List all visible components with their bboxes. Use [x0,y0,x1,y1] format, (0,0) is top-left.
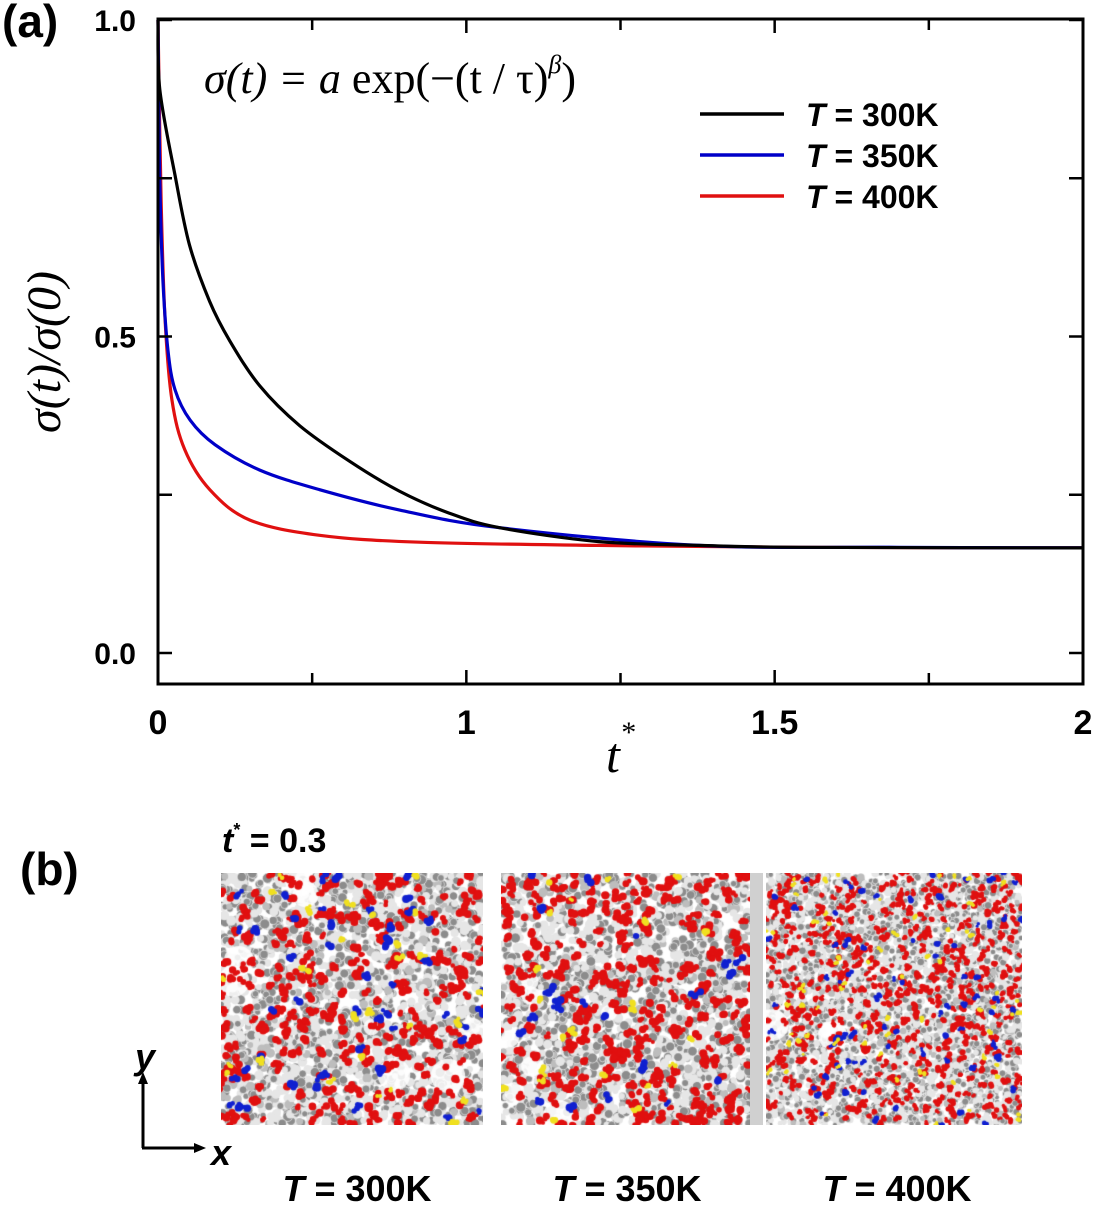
equation-close: ) [561,54,576,103]
snapshot-time-value: = 0.3 [240,822,327,860]
snapshot-time-label: t* = 0.3 [222,819,327,861]
snapshot-image [221,873,483,1125]
equation-annotation: σ(t) = a exp(−(t / τ)β) [204,50,576,103]
x-axis-label-var: t [606,727,621,783]
snapshot-time-var: t [222,822,234,860]
x-tick-label: 0 [149,704,168,742]
x-axis-label: t* [606,716,635,783]
caption-T: T [552,1168,575,1209]
snapshot-caption-400k: T = 400K [766,1168,1028,1210]
equation-beta: β [547,50,561,79]
xy-axes-icon [138,1072,206,1153]
equation-a: a [319,54,341,103]
x-axis-ticks: 0 1 1.5 2 [149,19,1093,742]
chart-panel-a: 0 1 1.5 2 0.00.51.0 σ(t) = a exp(−(t / τ)β)… [18,5,1093,783]
caption-T: T [822,1168,845,1209]
equation-exp: exp(−(t / τ) [341,54,548,103]
y-tick-label: 0.5 [94,322,136,355]
equation-lhs: σ(t) = [204,54,319,103]
y-axis-label: σ(t)/σ(0) [18,271,71,433]
y-arrowhead-icon [138,1072,148,1084]
snapshot-caption-300k: T = 300K [226,1168,488,1210]
legend-label: T = 350K [806,138,939,174]
series-layer [156,19,1084,550]
x-tick-label: 1.5 [751,704,798,742]
x-arrowhead-icon [194,1143,206,1153]
caption-T: T [282,1168,305,1209]
y-axis-ticks: 0.0 0.5 1.0 [94,5,1083,671]
caption-value: = 400K [844,1168,972,1209]
snapshot-caption-350k: T = 350K [496,1168,758,1210]
snapshot-400k [766,873,1022,1125]
y-tick-label: 1.0 [94,5,136,38]
x-axis-glyph-label: x [211,1132,232,1173]
legend-label: T = 300K [806,97,939,133]
snapshot-time-sup: * [233,819,241,840]
x-tick-label: 1 [457,704,476,742]
snapshot-image [766,873,1022,1125]
plot-frame [156,17,1085,686]
caption-value: = 300K [304,1168,432,1209]
snapshot-image [501,873,750,1125]
snapshot-300k [221,873,483,1125]
y-tick-label: 0.0 [94,638,136,671]
y-axis-glyph-label: y [135,1036,156,1077]
caption-value: = 350K [574,1168,702,1209]
x-axis-label-sup: * [620,716,635,749]
panel-b-label: (b) [20,843,79,895]
snapshot-350k [501,873,763,1125]
series-line-t-300k [156,19,1084,550]
legend-label: T = 400K [806,179,939,215]
panel-a-label: (a) [2,0,59,47]
legend: T = 300K T = 350K T = 400K [700,97,939,215]
x-tick-label: 2 [1074,704,1093,742]
